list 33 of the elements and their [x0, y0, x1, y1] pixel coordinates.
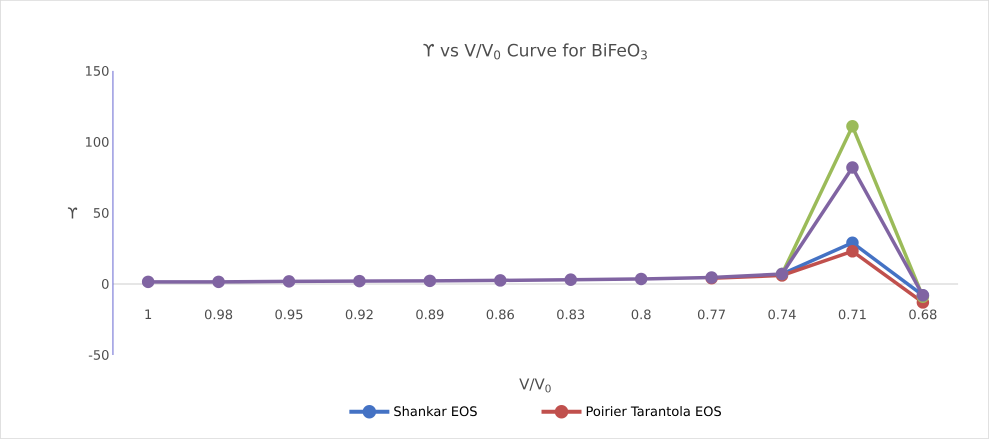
- point: [494, 274, 507, 287]
- y-tick-label: 50: [94, 208, 109, 218]
- x-tick-label: 0.83: [557, 310, 584, 320]
- x-tick-label: 0.68: [909, 310, 936, 320]
- x-tick-label: 0.95: [275, 310, 302, 320]
- y-tick-label: 150: [86, 66, 109, 76]
- point: [142, 276, 154, 288]
- x-tick-label: 0.86: [486, 310, 514, 320]
- x-tick-label: 0.92: [346, 310, 373, 320]
- y-tick-label: 0: [102, 279, 109, 289]
- point: [212, 276, 225, 288]
- point: [353, 274, 366, 288]
- chart-title: ϒ vs V/V$_{0}$ Curve for BiFeO$_{3}$: [423, 43, 647, 60]
- x-tick-label: 1: [145, 310, 152, 320]
- point: [634, 272, 648, 286]
- point: [282, 275, 296, 288]
- x-tick-label: 0.8: [632, 310, 651, 320]
- y-tick-label: -50: [88, 350, 109, 360]
- x-tick-label: 0.71: [838, 310, 866, 320]
- point: [846, 161, 859, 174]
- x-axis-title: V/V$_{0}$: [519, 378, 551, 392]
- y-axis-title: ϒ: [68, 207, 78, 219]
- x-tick-label: 0.77: [698, 310, 725, 320]
- x-tick-label: 0.74: [768, 310, 796, 320]
- point: [424, 274, 436, 288]
- legend-label: Shankar EOS: [394, 406, 477, 416]
- point: [846, 120, 859, 133]
- point: [564, 274, 577, 286]
- x-tick-label: 0.89: [416, 310, 444, 320]
- legend-label: Poirier Tarantola EOS: [586, 406, 721, 416]
- y-tick-label: 100: [86, 137, 109, 147]
- point: [846, 245, 859, 258]
- x-tick-label: 0.98: [204, 310, 232, 320]
